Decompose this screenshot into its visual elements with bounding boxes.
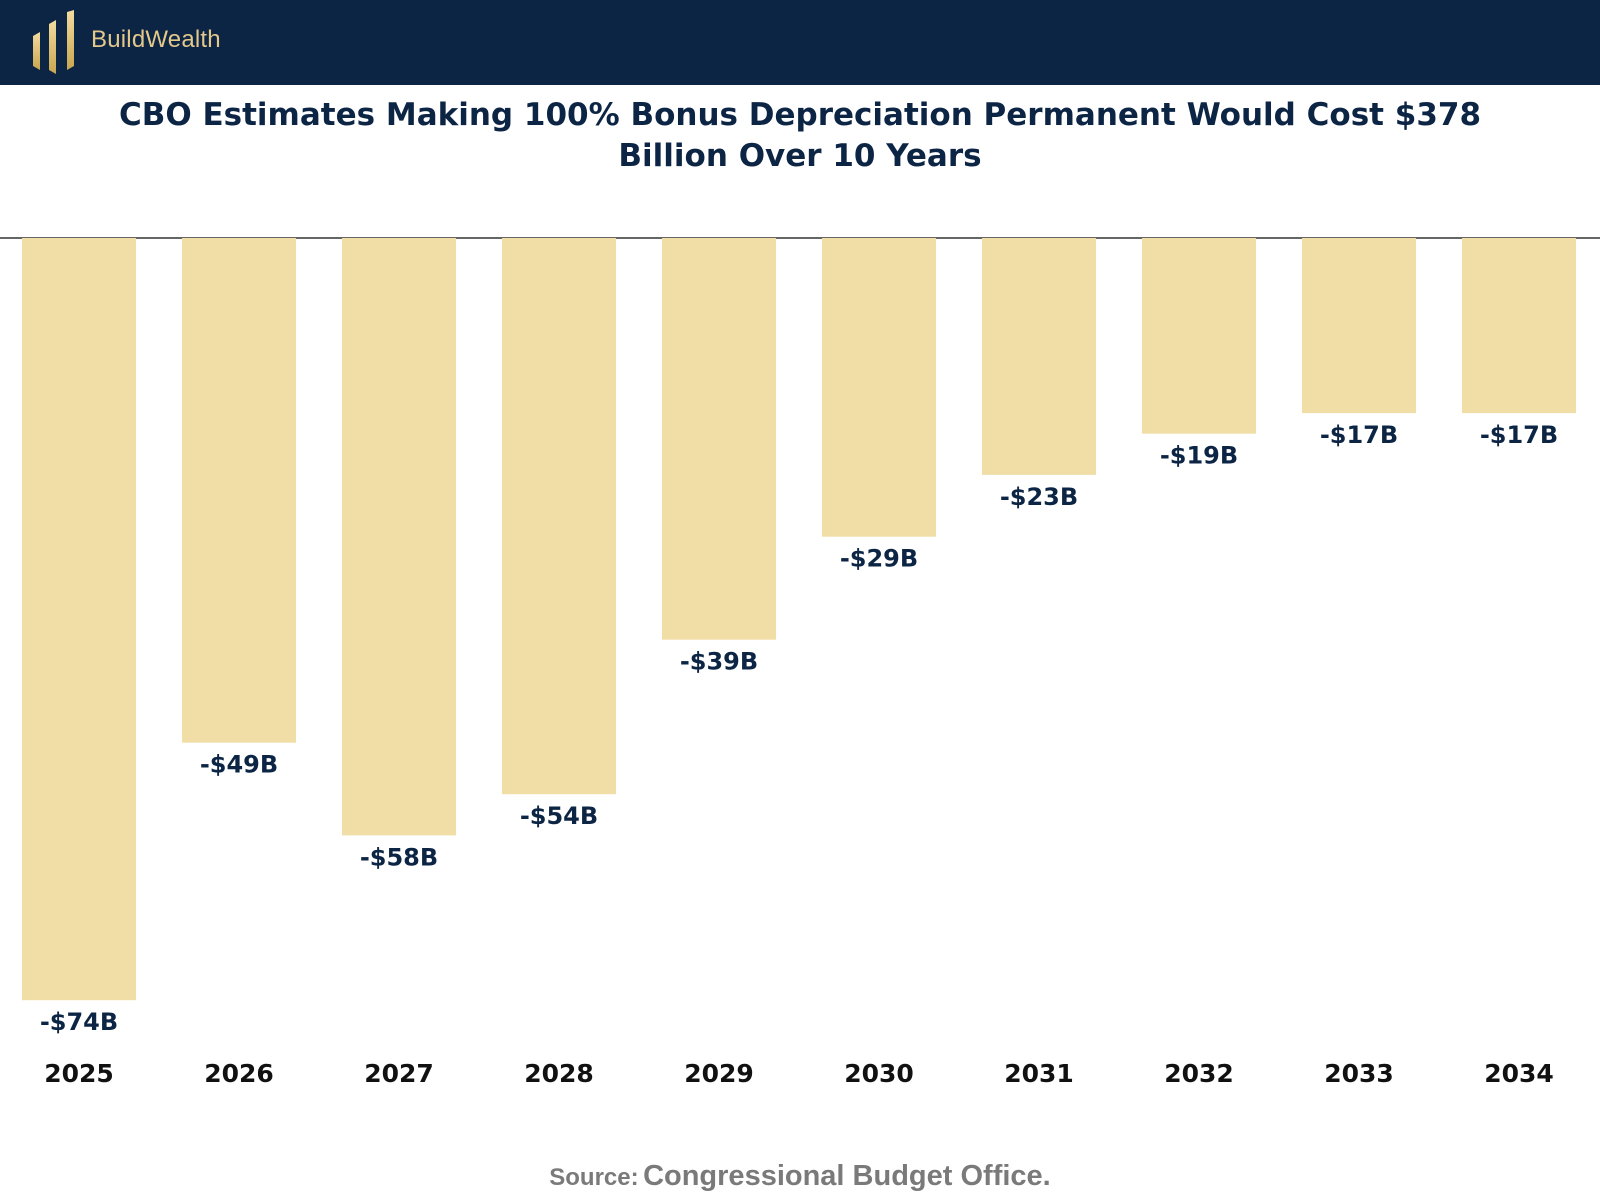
source-period: . bbox=[1042, 1160, 1051, 1192]
header-bar: BuildWealth bbox=[0, 0, 1600, 85]
chart-title-line-2: Billion Over 10 Years bbox=[618, 138, 982, 174]
data-label-2033: -$17B bbox=[1320, 421, 1398, 449]
source-label: Source: bbox=[549, 1164, 639, 1191]
x-tick-label-2025: 2025 bbox=[44, 1059, 114, 1088]
bar-2026 bbox=[182, 238, 296, 743]
data-label-2027: -$58B bbox=[360, 843, 438, 871]
x-tick-label-2031: 2031 bbox=[1004, 1059, 1074, 1088]
bar-2025 bbox=[22, 238, 136, 1001]
bar-chart: -$74B 2025 -$49B 2026 -$58B 2027 -$54B 2028 -$39… bbox=[0, 237, 1600, 1088]
logo-icon bbox=[33, 10, 74, 74]
x-tick-label-2026: 2026 bbox=[204, 1059, 274, 1088]
chart-title-line-1: CBO Estimates Making 100% Bonus Deprecia… bbox=[118, 97, 1482, 133]
x-tick-label-2034: 2034 bbox=[1484, 1059, 1554, 1088]
x-tick-label-2027: 2027 bbox=[364, 1059, 434, 1088]
x-tick-label-2033: 2033 bbox=[1324, 1059, 1394, 1088]
x-tick-label-2029: 2029 bbox=[684, 1059, 754, 1088]
source-note: Source: Congressional Budget Office. bbox=[0, 1160, 1600, 1193]
x-tick-label-2032: 2032 bbox=[1164, 1059, 1234, 1088]
x-tick-label-2030: 2030 bbox=[844, 1059, 914, 1088]
bar-2034 bbox=[1462, 238, 1576, 414]
bar-2031 bbox=[982, 238, 1096, 475]
data-label-2025: -$74B bbox=[40, 1008, 118, 1036]
brand-name: BuildWealth bbox=[91, 26, 221, 53]
bar-2030 bbox=[822, 238, 936, 537]
bar-2029 bbox=[662, 238, 776, 640]
bar-2028 bbox=[502, 238, 616, 795]
data-label-2026: -$49B bbox=[200, 751, 278, 779]
data-label-2029: -$39B bbox=[680, 648, 758, 676]
bar-2032 bbox=[1142, 238, 1256, 434]
x-tick-label-2028: 2028 bbox=[524, 1059, 594, 1088]
chart-title: CBO Estimates Making 100% Bonus Deprecia… bbox=[100, 95, 1500, 177]
data-label-2028: -$54B bbox=[520, 802, 598, 830]
bar-2027 bbox=[342, 238, 456, 836]
data-label-2032: -$19B bbox=[1160, 442, 1238, 470]
source-value: Congressional Budget Office bbox=[643, 1160, 1043, 1192]
data-label-2030: -$29B bbox=[840, 545, 918, 573]
data-label-2031: -$23B bbox=[1000, 483, 1078, 511]
data-label-2034: -$17B bbox=[1480, 421, 1558, 449]
bar-2033 bbox=[1302, 238, 1416, 414]
